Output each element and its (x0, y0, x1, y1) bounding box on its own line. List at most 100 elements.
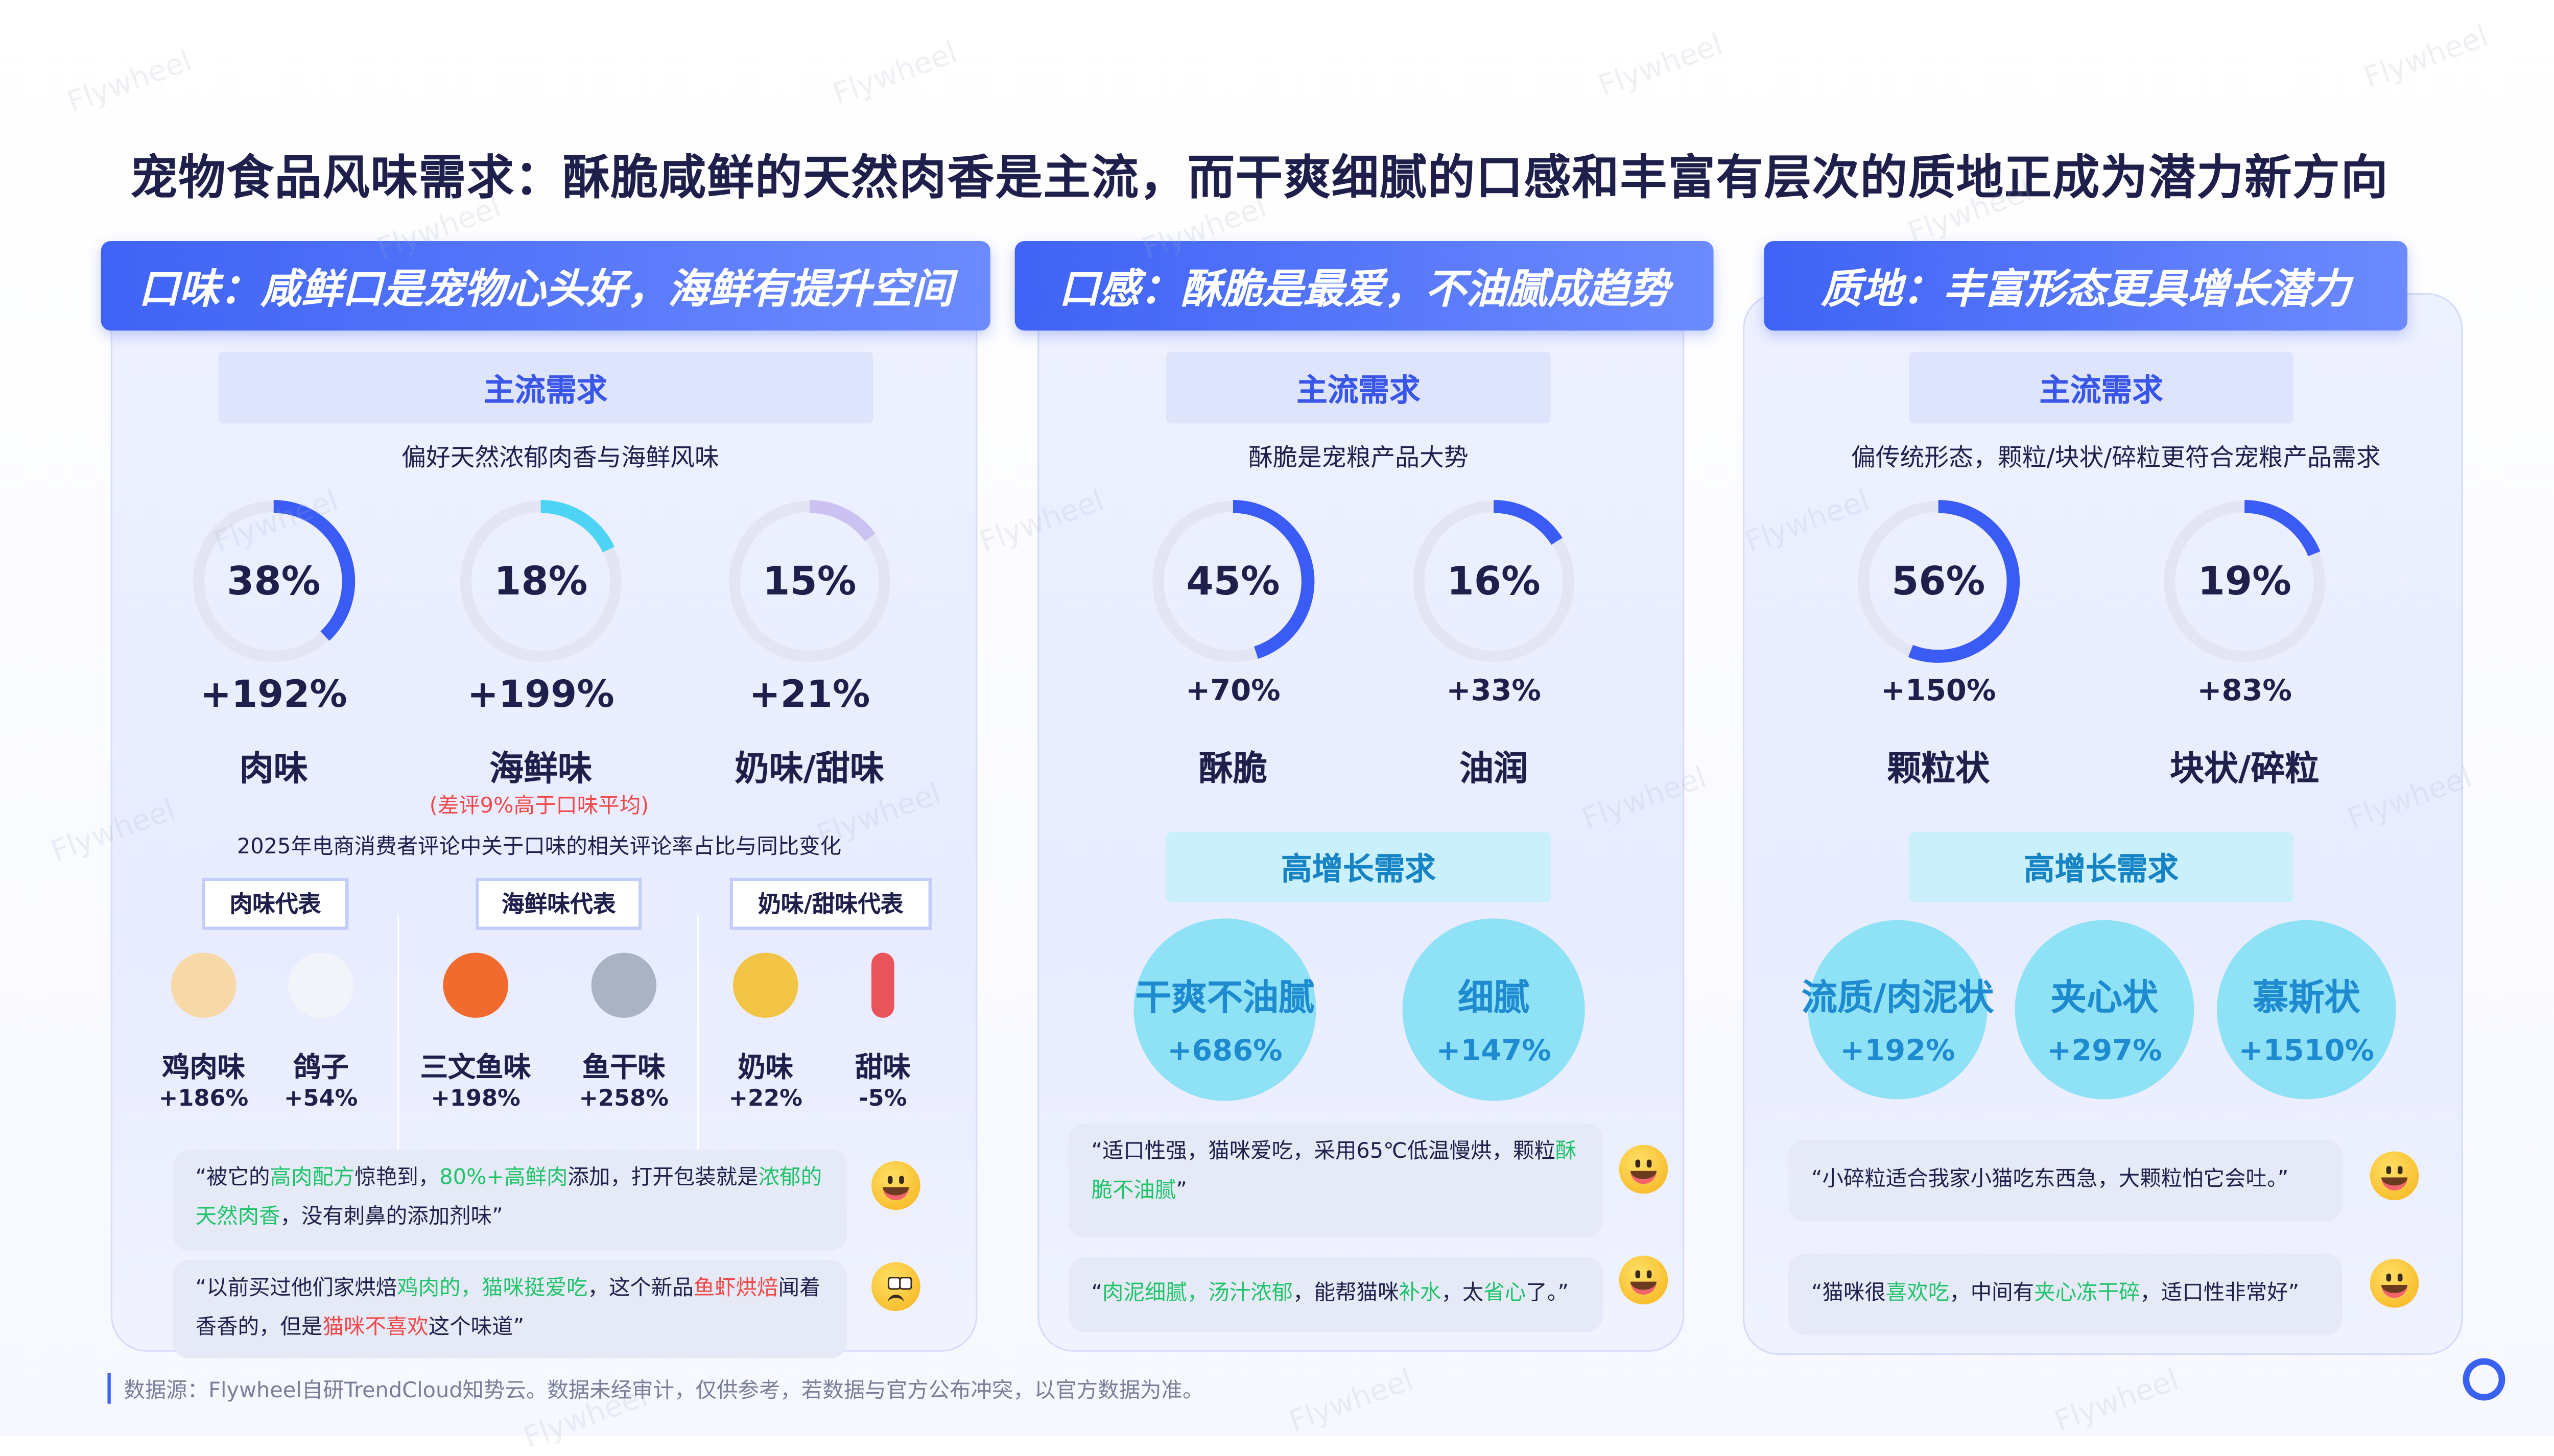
item-growth: +22% (728, 1086, 802, 1112)
quote-segment: ，中间有 (1949, 1281, 2035, 1306)
share-ring (459, 499, 623, 663)
growth-bubble (2216, 920, 2396, 1100)
bubble-label: 干爽不油腻 (1135, 978, 1315, 1020)
ring-percent: 38% (227, 558, 321, 605)
review-quote: “以前买过他们家烘焙鸡肉的，猫咪挺爱吃，这个新品鱼虾烘焙闻着香香的，但是猫咪不喜… (173, 1260, 847, 1358)
texture-banner: 口感：酥脆是最爱，不油腻成趋势 (1014, 241, 1714, 331)
growth-value: +33% (1446, 674, 1541, 709)
quote-segment: “ (1091, 1281, 1103, 1306)
ring-percent: 56% (1891, 558, 1985, 605)
ring-label: 块状/碎粒 (2170, 749, 2320, 789)
highlight-positive: 补水 (1399, 1281, 1441, 1306)
quote-segment: ，这个新品 (587, 1277, 694, 1301)
quote-segment: “猫咪很 (1811, 1281, 1886, 1306)
main-demand-subtitle: 偏传统形态，颗粒/块状/碎粒更符合宠粮产品需求 (1851, 443, 2381, 472)
main-demand-label: 主流需求 (218, 351, 873, 424)
face-feature (887, 1176, 893, 1184)
highlight-positive: 肉泥细腻，汤汁浓郁 (1102, 1281, 1293, 1306)
ring-percent: 15% (763, 558, 857, 605)
sad-face-icon (871, 1262, 920, 1311)
tag-seafood: 海鲜味代表 (476, 877, 642, 930)
ring-percent: 18% (494, 558, 588, 605)
highlight-positive: 夹心冻干碎 (2034, 1281, 2140, 1306)
face-feature (899, 1277, 912, 1290)
watermark: Flywheel (829, 36, 962, 112)
main-demand-label: 主流需求 (1909, 351, 2293, 424)
bubble-label: 慕斯状 (2253, 978, 2360, 1020)
bubble-label: 细腻 (1457, 978, 1530, 1020)
quote-segment: “以前买过他们家烘焙 (195, 1277, 397, 1301)
ring-label: 海鲜味 (489, 749, 593, 789)
face-feature (2381, 1284, 2408, 1298)
main-demand-subtitle: 偏好天然浓郁肉香与海鲜风味 (401, 443, 719, 472)
high-growth-label: 高增长需求 (1166, 832, 1551, 902)
ring-label: 肉味 (239, 749, 308, 789)
divider (697, 915, 699, 1241)
face-feature (1646, 1159, 1652, 1168)
quote-text: “猫咪很喜欢吃，中间有夹心冻干碎，适口性非常好” (1811, 1275, 2299, 1315)
ring-percent: 45% (1186, 558, 1280, 605)
highlight-negative: 猫咪不喜欢 (322, 1316, 429, 1341)
share-ring (728, 499, 891, 663)
quote-segment: ” (1176, 1179, 1187, 1204)
quote-text: “小碎粒适合我家小猫吃东西急，大颗粒怕它会吐。” (1811, 1161, 2288, 1201)
salmon-sushi-icon (443, 952, 508, 1018)
item-growth: +258% (579, 1086, 669, 1112)
item-growth: +186% (158, 1086, 249, 1112)
ring-arc (1151, 499, 1315, 663)
growth-bubble (1808, 920, 1988, 1100)
tag-meat: 肉味代表 (202, 877, 349, 930)
quote-segment: 闻着香香的，但是 (195, 1277, 821, 1341)
watermark: Flywheel (1285, 1363, 1418, 1440)
bubble-growth: +297% (2047, 1034, 2162, 1068)
quote-segment: 添加，打开包装就是 (567, 1166, 759, 1191)
milk-cheese-icon (732, 952, 798, 1018)
growth-bubble (1133, 918, 1316, 1101)
highlight-positive: 80%+高鲜肉 (439, 1166, 568, 1191)
share-ring (1151, 499, 1315, 663)
candy-icon (871, 952, 894, 1018)
growth-bubble (1402, 918, 1585, 1101)
quote-text: “肉泥细腻，汤汁浓郁，能帮猫咪补水，太省心了。” (1091, 1275, 1569, 1315)
ring-label: 颗粒状 (1887, 749, 1990, 789)
face-feature (2397, 1273, 2403, 1282)
item-growth: +54% (284, 1086, 358, 1112)
share-ring (1412, 499, 1575, 663)
review-quote: “猫咪很喜欢吃，中间有夹心冻干碎，适口性非常好” (1788, 1254, 2343, 1335)
bubble-label: 夹心状 (2050, 978, 2159, 1020)
chicken-icon (171, 952, 237, 1018)
watermark: Flywheel (2359, 19, 2493, 96)
tag-milk-sweet: 奶味/甜味代表 (729, 877, 932, 930)
ring-arc (2163, 499, 2326, 663)
item-name: 甜味 (855, 1052, 911, 1085)
watermark: Flywheel (63, 44, 197, 121)
quote-segment: ，太 (1441, 1281, 1484, 1306)
face-feature (1635, 1270, 1641, 1279)
item-name: 鱼干味 (582, 1052, 666, 1085)
happy-face-icon (2370, 1151, 2419, 1201)
item-name: 奶味 (738, 1052, 793, 1085)
review-quote: “被它的高肉配方惊艳到，80%+高鲜肉添加，打开包装就是浓郁的天然肉香，没有刺鼻… (173, 1150, 847, 1251)
face-feature (2386, 1273, 2392, 1282)
ring-label: 油润 (1459, 749, 1528, 789)
face-feature (899, 1176, 904, 1184)
quote-segment: ，没有刺鼻的添加剂味” (280, 1205, 503, 1230)
quote-segment: 了。” (1526, 1281, 1569, 1306)
ring-arc (1412, 499, 1575, 663)
face-feature (887, 1295, 904, 1303)
quote-segment: ，适口性非常好” (2140, 1281, 2300, 1306)
flywheel-logo-icon (2463, 1358, 2505, 1401)
review-quote: “小碎粒适合我家小猫吃东西急，大颗粒怕它会吐。” (1788, 1140, 2343, 1222)
bubble-label: 流质/肉泥状 (1801, 978, 1994, 1020)
share-ring (2163, 499, 2326, 663)
quote-segment: 惊艳到， (354, 1166, 440, 1191)
happy-face-icon (2370, 1258, 2419, 1308)
ring-label: 酥脆 (1198, 749, 1267, 789)
divider (397, 915, 399, 1241)
highlight-positive: 酥脆不油腻 (1091, 1140, 1577, 1204)
high-growth-label: 高增长需求 (1909, 832, 2293, 902)
face-feature (2386, 1166, 2392, 1175)
growth-bubble (2015, 920, 2194, 1100)
main-demand-label: 主流需求 (1166, 351, 1551, 424)
highlight-positive: 省心 (1483, 1281, 1526, 1306)
